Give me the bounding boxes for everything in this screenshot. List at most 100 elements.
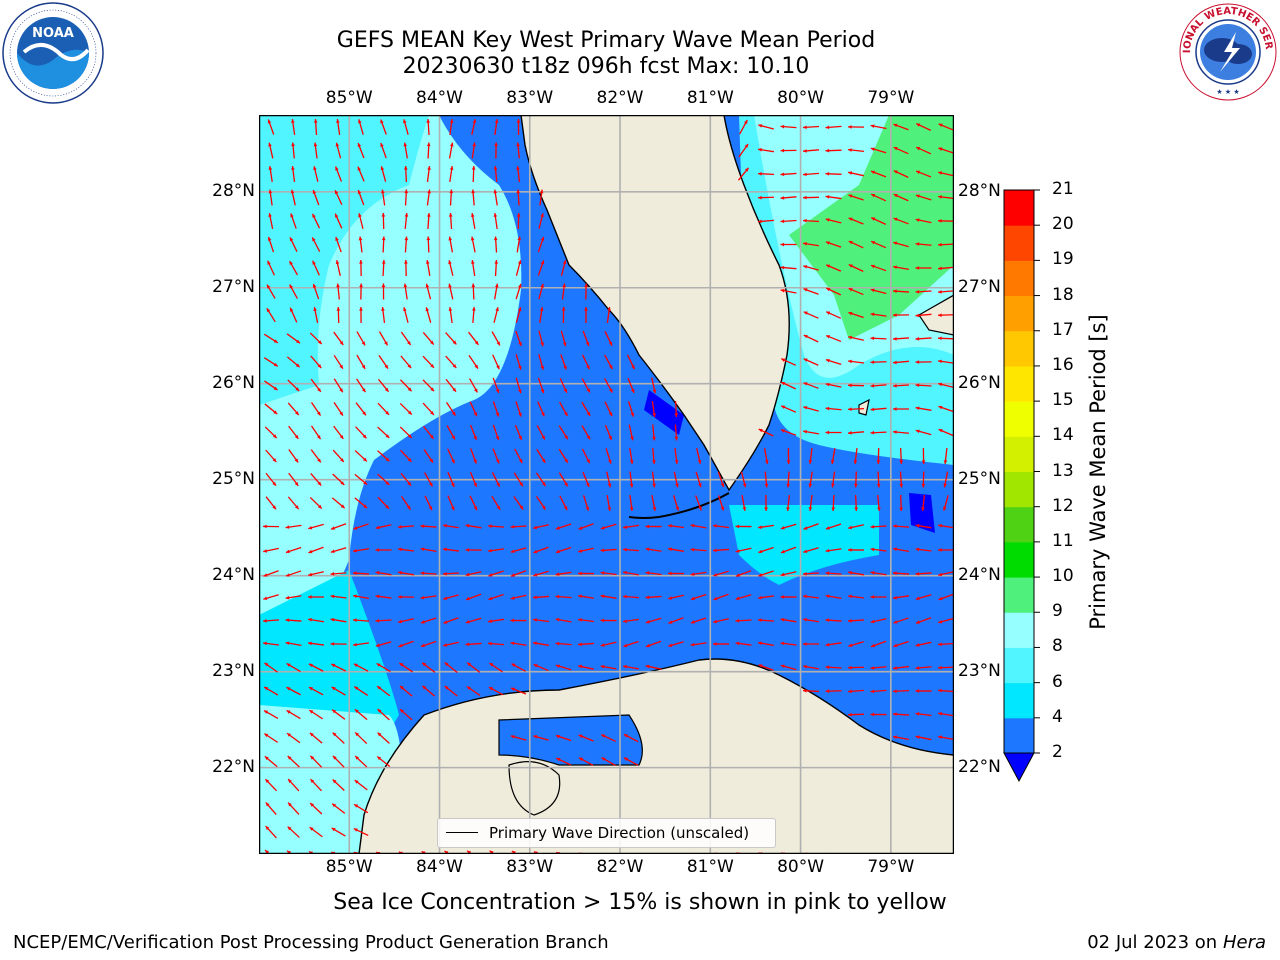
wave-vector — [604, 378, 613, 393]
latitude-label-right: 22°N — [958, 756, 1001, 777]
wave-vector — [803, 358, 819, 366]
wave-vector — [802, 571, 820, 576]
wave-vector — [870, 360, 887, 364]
wave-vector — [938, 617, 954, 624]
wave-vector — [893, 735, 909, 741]
wave-vector — [444, 662, 458, 673]
wave-vector — [290, 189, 296, 206]
wave-vector — [629, 494, 634, 512]
wave-vector — [309, 332, 323, 345]
wave-vector — [357, 142, 365, 159]
wave-vector — [265, 449, 277, 463]
wave-vector — [514, 448, 523, 464]
wave-vector — [786, 447, 791, 465]
wave-vector — [652, 447, 656, 465]
wave-vector — [937, 195, 954, 200]
wave-vector — [825, 287, 842, 296]
latitude-label-right: 24°N — [958, 564, 1001, 585]
wave-vector — [713, 593, 729, 601]
wave-vector — [938, 735, 954, 741]
wave-vector — [287, 802, 300, 815]
wave-vector — [780, 595, 797, 599]
wave-vector — [491, 472, 501, 487]
wave-vector — [448, 212, 453, 230]
wave-vector — [488, 686, 504, 696]
wave-vector — [263, 594, 279, 600]
wave-vector — [492, 377, 500, 394]
period-zone-4-strait — [729, 505, 879, 585]
wave-vector — [915, 218, 932, 224]
wave-vector — [397, 547, 415, 552]
wave-vector — [466, 662, 481, 673]
wave-vector — [915, 666, 932, 670]
wave-vector — [404, 236, 409, 253]
wave-vector — [578, 547, 594, 553]
wave-vector — [536, 448, 546, 464]
wave-vector — [847, 125, 865, 129]
wave-vector — [420, 547, 437, 553]
wave-vector — [397, 595, 415, 599]
wave-vector — [353, 523, 369, 530]
wave-vector — [516, 189, 521, 206]
wave-vector — [267, 236, 275, 253]
wave-vector — [510, 594, 527, 600]
wave-vector — [808, 471, 813, 488]
latitude-label-left: 23°N — [212, 660, 255, 681]
wave-vector — [803, 265, 819, 271]
wave-vector — [375, 524, 392, 530]
colorbar-tick-label: 6 — [1052, 671, 1063, 692]
wave-vector — [717, 471, 725, 488]
wave-vector — [307, 595, 325, 599]
wave-vector — [375, 641, 392, 647]
wave-vector — [780, 546, 797, 554]
wave-vector — [937, 359, 954, 364]
wave-vector — [870, 689, 887, 694]
wave-vector — [404, 259, 408, 277]
wave-vector — [803, 406, 819, 412]
wave-vector — [471, 142, 476, 159]
wave-vector — [937, 336, 954, 341]
wave-vector — [735, 547, 752, 553]
wave-vector — [780, 429, 797, 436]
wave-vector — [331, 686, 346, 696]
wave-vector — [870, 618, 887, 624]
wave-vector — [381, 212, 386, 230]
colorbar-band — [1004, 717, 1034, 754]
wave-vector — [268, 165, 273, 183]
colorbar-tick-label: 10 — [1052, 566, 1074, 587]
wave-vector — [514, 424, 523, 441]
wave-vector — [465, 593, 482, 601]
wave-vector — [848, 240, 864, 249]
wave-vector — [286, 662, 301, 673]
wave-vector — [354, 755, 368, 768]
wave-vector — [802, 642, 820, 646]
wave-vector — [604, 424, 613, 441]
wave-vector — [892, 407, 910, 411]
wave-vector — [645, 571, 662, 576]
wave-vector — [403, 119, 409, 135]
wave-vector — [532, 595, 550, 600]
wave-vector — [780, 617, 797, 623]
wave-vector — [469, 471, 478, 488]
wave-vector — [472, 306, 476, 324]
wave-vector — [584, 283, 588, 300]
wave-vector — [400, 449, 412, 463]
wave-vector — [847, 594, 865, 599]
wave-vector — [622, 547, 640, 552]
latitude-label-right: 28°N — [958, 180, 1001, 201]
wave-vector — [808, 494, 813, 512]
wave-vector — [331, 663, 346, 672]
wave-vector — [398, 618, 414, 624]
wave-vector — [488, 593, 504, 601]
wave-vector — [651, 471, 656, 488]
wave-vector — [623, 664, 639, 670]
wave-vector — [420, 571, 437, 575]
wave-vector — [312, 189, 320, 206]
wave-vector — [674, 400, 679, 418]
wave-vector — [493, 212, 498, 230]
wave-vector — [264, 662, 278, 673]
wave-vector — [380, 119, 387, 135]
cuba-land — [358, 658, 954, 854]
wave-vector — [825, 618, 842, 622]
wave-vector — [892, 383, 910, 388]
